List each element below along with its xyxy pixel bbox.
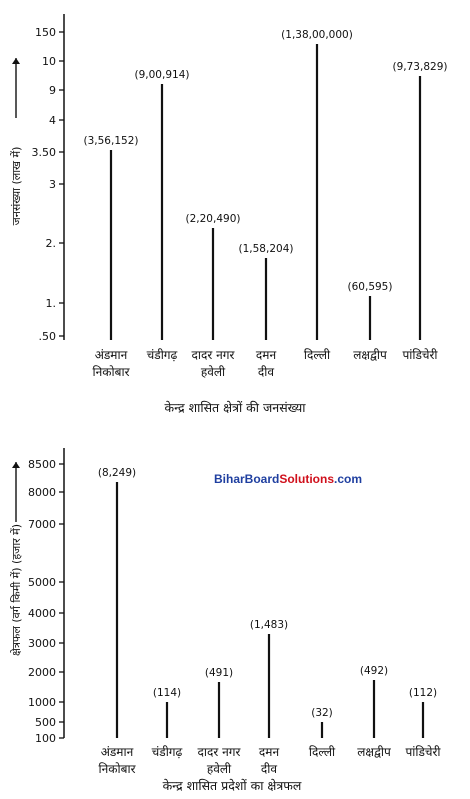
category-label: दिल्ली	[304, 348, 331, 362]
data-label: (492)	[360, 665, 388, 677]
watermark-tld: .com	[334, 472, 362, 486]
y-tick-label: 8000	[28, 486, 56, 499]
category-label: दमन	[259, 745, 280, 759]
y-tick-label: 1000	[28, 696, 56, 709]
category-label: अंडमान	[101, 745, 134, 759]
chart-2: 8500 8000 7000 5000 4000 3000 2000 1000 500 100 क्…	[10, 448, 441, 793]
y-tick-label: 500	[35, 716, 56, 729]
category-label: दीव	[261, 762, 277, 776]
data-label: (112)	[409, 687, 437, 699]
y-tick-label: 100	[35, 732, 56, 745]
y-tick-label: 4	[49, 114, 56, 127]
category-label: निकोबार	[99, 762, 137, 776]
data-label: (8,249)	[98, 467, 136, 479]
data-label: (1,38,00,000)	[281, 29, 353, 41]
category-label: दीव	[258, 365, 274, 379]
y-tick-label: 3000	[28, 637, 56, 650]
data-label: (491)	[205, 667, 233, 679]
y-axis-arrow-head	[12, 462, 20, 468]
category-label: हवेली	[207, 762, 232, 776]
watermark: BiharBoardSolutions.com	[214, 472, 362, 486]
chart-1: 150 10 9 4 3.50 3 2. 1. .50 जनसंख्या (लाख में) (3,…	[10, 14, 447, 415]
category-label: चंडीगढ़	[147, 348, 178, 362]
y-tick-label: 4000	[28, 607, 56, 620]
y-axis-arrow-head	[12, 58, 20, 64]
category-label: निकोबार	[93, 365, 131, 379]
category-label: दिल्ली	[309, 745, 336, 759]
data-label: (114)	[153, 687, 181, 699]
category-label: दमन	[256, 348, 277, 362]
category-label: दादर नगर	[198, 745, 242, 759]
chart-title: केन्द्र शासित क्षेत्रों की जनसंख्या	[165, 400, 307, 415]
category-label: दादर नगर	[192, 348, 236, 362]
y-tick-label: 8500	[28, 458, 56, 471]
data-label: (9,00,914)	[135, 69, 190, 81]
y-tick-label: 2.	[46, 237, 57, 250]
category-label: अंडमान	[95, 348, 128, 362]
y-tick-label: .50	[39, 330, 57, 343]
chart-title: केन्द्र शासित प्रदेशों का क्षेत्रफल	[163, 778, 302, 793]
y-tick-label: 7000	[28, 518, 56, 531]
y-tick-label: 150	[35, 26, 56, 39]
data-label: (2,20,490)	[186, 213, 241, 225]
category-label: पांडिचेरी	[405, 745, 441, 759]
data-label: (9,73,829)	[393, 61, 448, 73]
y-axis-label: क्षेत्रफल (वर्ग किमी में) (हजार में)	[10, 524, 23, 656]
category-label: हवेली	[201, 365, 226, 379]
watermark-brand: BiharBoard	[214, 472, 279, 486]
category-label: पांडिचेरी	[402, 348, 438, 362]
data-label: (60,595)	[348, 281, 393, 293]
y-tick-label: 9	[49, 84, 56, 97]
category-label: लक्षद्वीप	[353, 348, 387, 362]
y-tick-label: 1.	[46, 297, 57, 310]
y-tick-label: 2000	[28, 666, 56, 679]
y-tick-label: 5000	[28, 576, 56, 589]
y-axis-label: जनसंख्या (लाख में)	[10, 147, 23, 226]
y-tick-label: 3	[49, 178, 56, 191]
data-label: (1,58,204)	[239, 243, 294, 255]
category-label: लक्षद्वीप	[357, 745, 391, 759]
category-label: चंडीगढ़	[152, 745, 183, 759]
data-label: (32)	[311, 707, 333, 719]
y-tick-label: 3.50	[32, 146, 57, 159]
data-label: (3,56,152)	[84, 135, 139, 147]
data-label: (1,483)	[250, 619, 288, 631]
watermark-solutions: Solutions	[279, 472, 334, 486]
y-tick-label: 10	[42, 55, 56, 68]
